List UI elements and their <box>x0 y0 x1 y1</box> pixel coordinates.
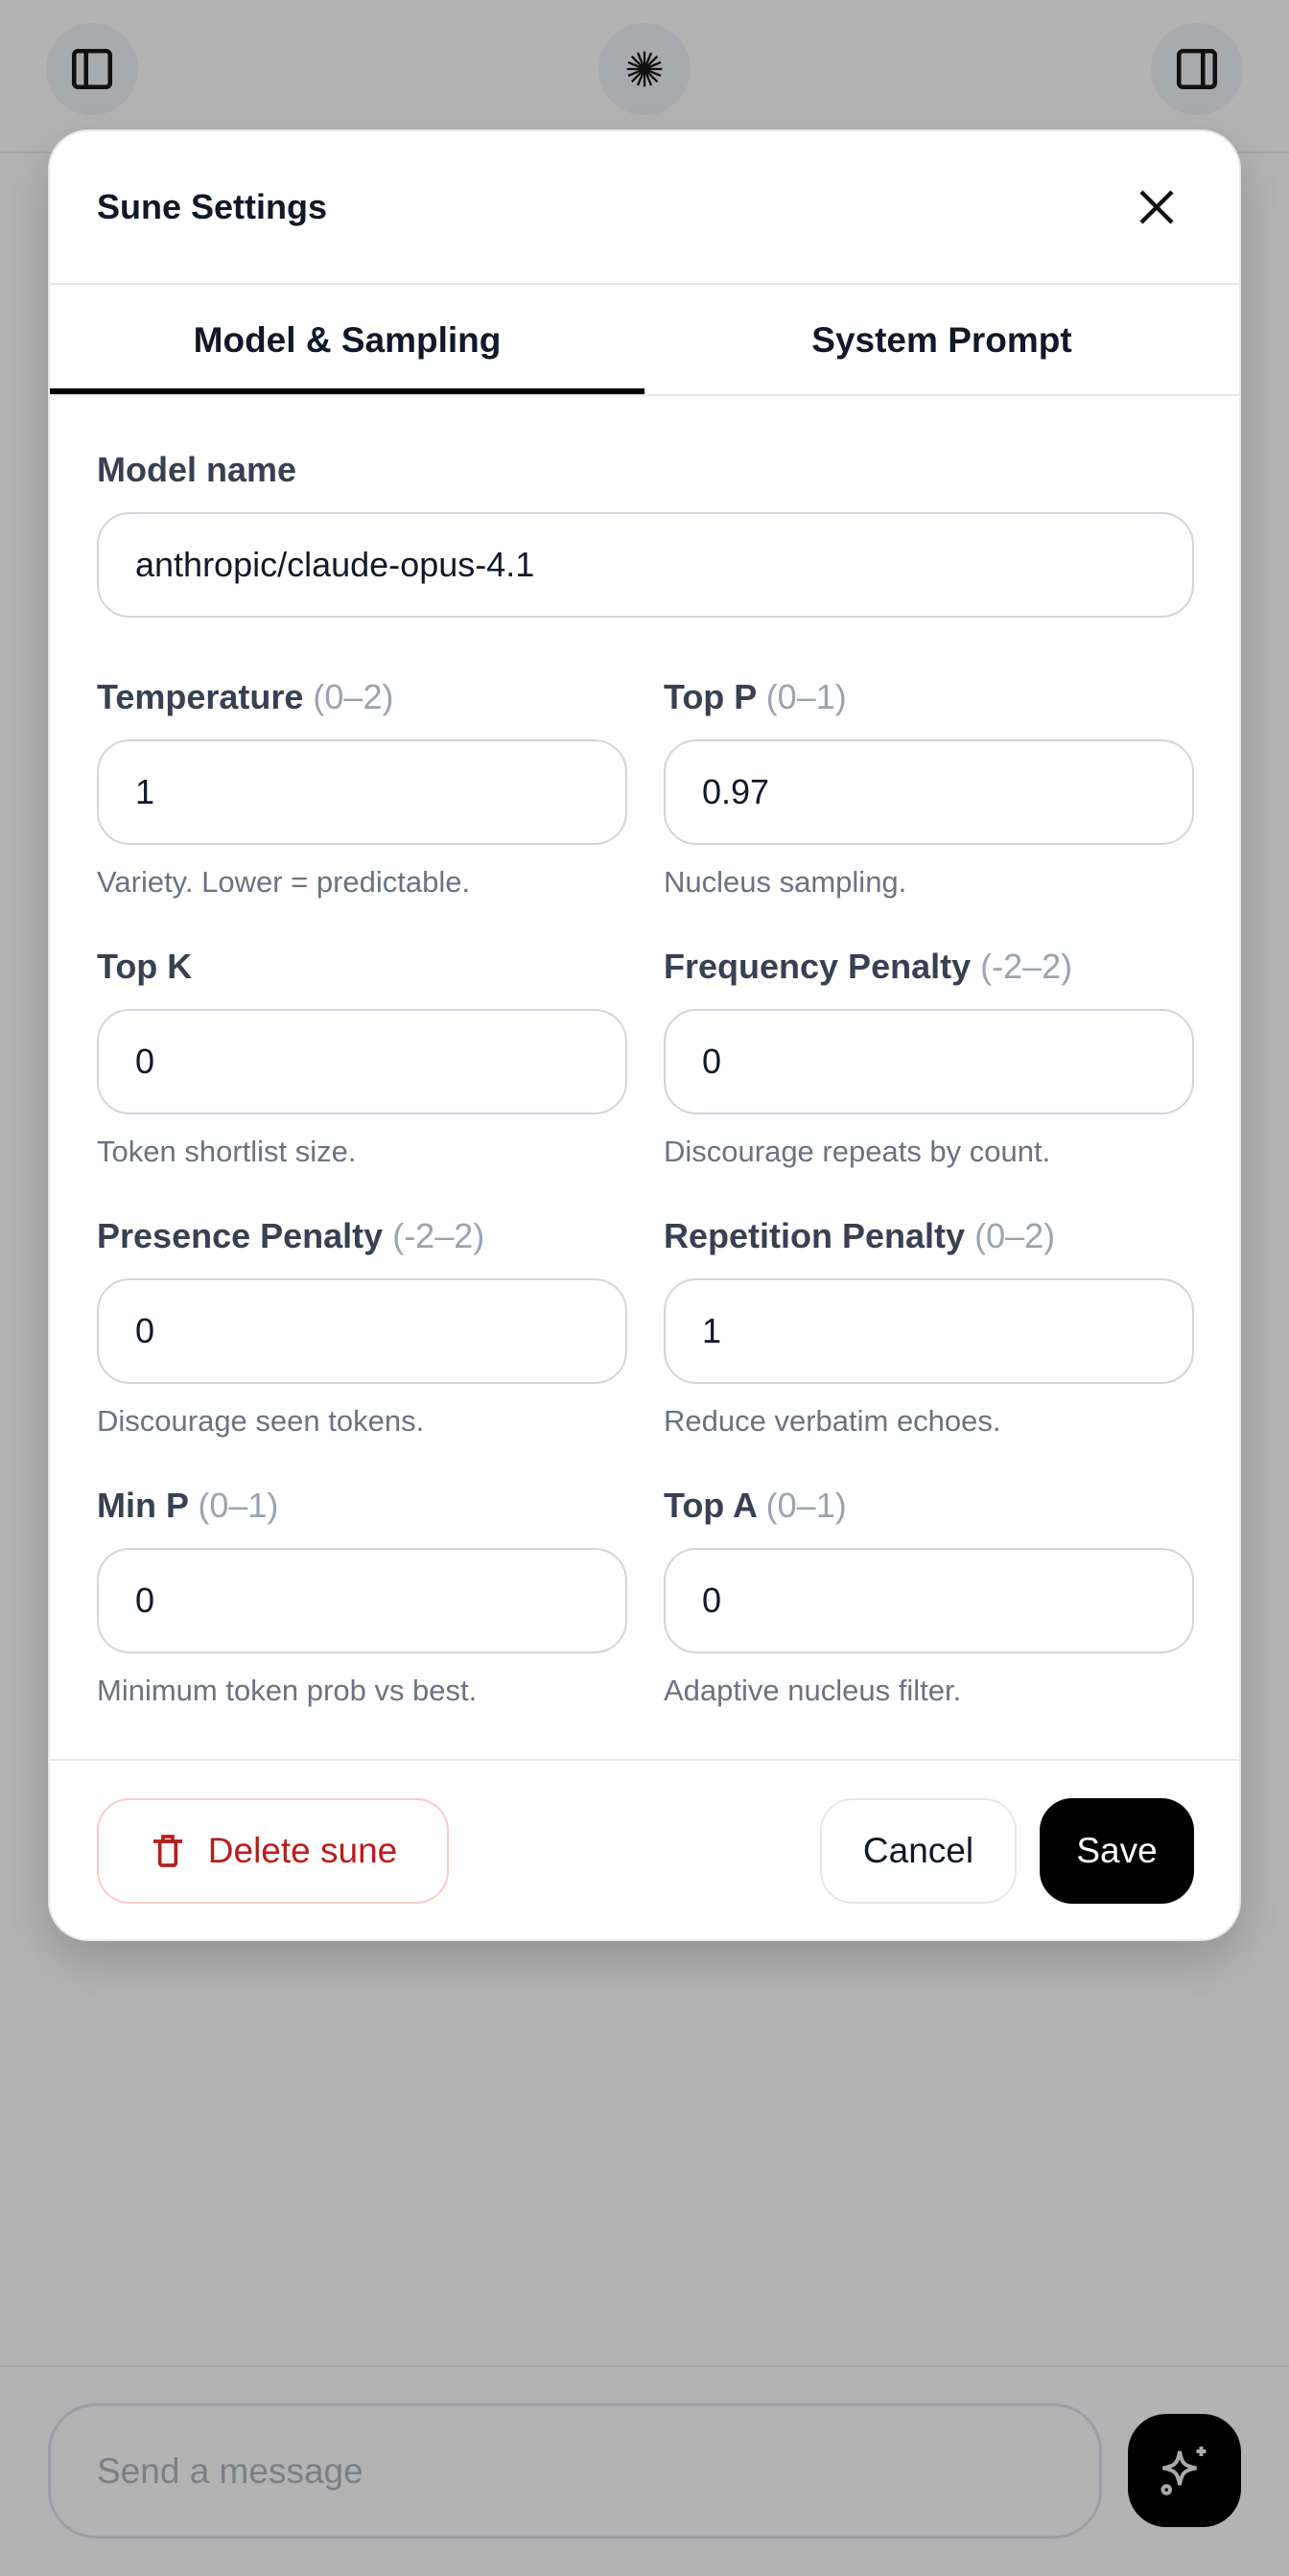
field-help: Nucleus sampling. <box>664 865 907 899</box>
active-tab-indicator <box>50 388 644 394</box>
field-label-text: Top P <box>664 677 757 716</box>
model-name-input[interactable]: anthropic/claude-opus-4.1 <box>97 512 1194 618</box>
field-help: Token shortlist size. <box>97 1135 357 1168</box>
field-range: (-2–2) <box>980 947 1073 986</box>
starburst-icon <box>626 51 663 87</box>
model-name-label: Model name <box>97 450 297 489</box>
field-label: Presence Penalty (-2–2) <box>97 1216 484 1256</box>
composer-divider <box>0 2365 1289 2367</box>
trash-icon <box>152 1835 182 1867</box>
delete-sune-button[interactable]: Delete sune <box>97 1798 449 1904</box>
field-label: Top A (0–1) <box>664 1486 847 1526</box>
field-label-text: Top A <box>664 1486 757 1525</box>
field-range: (0–2) <box>974 1216 1056 1255</box>
field-input[interactable]: 0 <box>97 1548 627 1653</box>
field-input[interactable]: 0 <box>97 1278 627 1384</box>
field-help: Minimum token prob vs best. <box>97 1674 478 1707</box>
tab-system-prompt[interactable]: System Prompt <box>811 319 1072 360</box>
close-icon[interactable] <box>1134 184 1180 230</box>
toggle-right-sidebar-button[interactable] <box>1151 23 1243 115</box>
field-range: (0–1) <box>198 1486 279 1525</box>
field-label: Top P (0–1) <box>664 677 847 717</box>
sparkles-icon <box>1160 2447 1207 2495</box>
field-label-text: Frequency Penalty <box>664 947 972 986</box>
field-help: Adaptive nucleus filter. <box>664 1674 962 1707</box>
field-input[interactable]: 1 <box>664 1278 1194 1384</box>
field-label: Frequency Penalty (-2–2) <box>664 947 1072 987</box>
field-help: Variety. Lower = predictable. <box>97 865 471 899</box>
field-help: Discourage seen tokens. <box>97 1404 425 1438</box>
cancel-button[interactable]: Cancel <box>820 1798 1017 1904</box>
divider <box>50 394 1239 396</box>
field-label-text: Presence Penalty <box>97 1216 384 1255</box>
sune-logo-button[interactable] <box>598 23 691 115</box>
field-range: (-2–2) <box>392 1216 485 1255</box>
field-help: Reduce verbatim echoes. <box>664 1404 1001 1438</box>
field-input[interactable]: 0 <box>97 1009 627 1114</box>
sune-settings-dialog: Sune Settings Model & Sampling System Pr… <box>48 129 1241 1941</box>
message-input[interactable]: Send a message <box>48 2403 1102 2539</box>
sparkle-button[interactable] <box>1128 2414 1241 2527</box>
delete-label: Delete sune <box>207 1831 398 1870</box>
field-range: (0–1) <box>765 1486 847 1525</box>
field-label-text: Temperature <box>97 677 304 716</box>
field-label-text: Top K <box>97 947 193 986</box>
save-button[interactable]: Save <box>1040 1798 1194 1904</box>
field-label: Temperature (0–2) <box>97 677 393 717</box>
field-label-text: Repetition Penalty <box>664 1216 966 1255</box>
field-label-text: Min P <box>97 1486 189 1525</box>
field-range: (0–2) <box>313 677 394 716</box>
sidebar-right-icon <box>1176 48 1218 90</box>
divider <box>50 1759 1239 1761</box>
field-input[interactable]: 1 <box>97 739 627 845</box>
field-label: Top K <box>97 947 192 987</box>
field-help: Discourage repeats by count. <box>664 1135 1051 1168</box>
dialog-title: Sune Settings <box>97 187 328 226</box>
divider <box>50 283 1239 285</box>
toggle-left-sidebar-button[interactable] <box>46 23 138 115</box>
sidebar-left-icon <box>71 48 113 90</box>
field-input[interactable]: 0 <box>664 1009 1194 1114</box>
field-range: (0–1) <box>765 677 847 716</box>
tab-model-sampling[interactable]: Model & Sampling <box>193 319 502 360</box>
field-label: Min P (0–1) <box>97 1486 278 1526</box>
field-label: Repetition Penalty (0–2) <box>664 1216 1055 1256</box>
field-input[interactable]: 0 <box>664 1548 1194 1653</box>
field-input[interactable]: 0.97 <box>664 739 1194 845</box>
